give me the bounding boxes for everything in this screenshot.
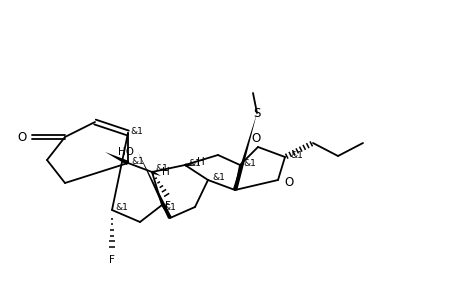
Text: &1: &1 [130, 126, 143, 135]
Polygon shape [232, 113, 257, 191]
Text: H: H [162, 167, 169, 177]
Text: O: O [284, 175, 293, 188]
Text: O: O [251, 132, 260, 144]
Polygon shape [105, 152, 129, 165]
Text: H: H [197, 157, 204, 167]
Text: &1: &1 [242, 159, 255, 167]
Text: O: O [18, 131, 27, 144]
Text: &1: &1 [162, 203, 175, 213]
Polygon shape [138, 152, 171, 219]
Text: S: S [253, 107, 260, 119]
Text: &1: &1 [289, 150, 302, 160]
Text: HO: HO [118, 147, 134, 157]
Text: &1: &1 [115, 203, 128, 213]
Polygon shape [185, 163, 196, 166]
Text: F: F [109, 255, 115, 265]
Text: &1: &1 [155, 163, 168, 172]
Text: &1: &1 [188, 159, 201, 167]
Text: &1: &1 [131, 157, 144, 166]
Polygon shape [151, 171, 161, 176]
Text: F: F [165, 201, 171, 211]
Text: &1: &1 [212, 173, 224, 182]
